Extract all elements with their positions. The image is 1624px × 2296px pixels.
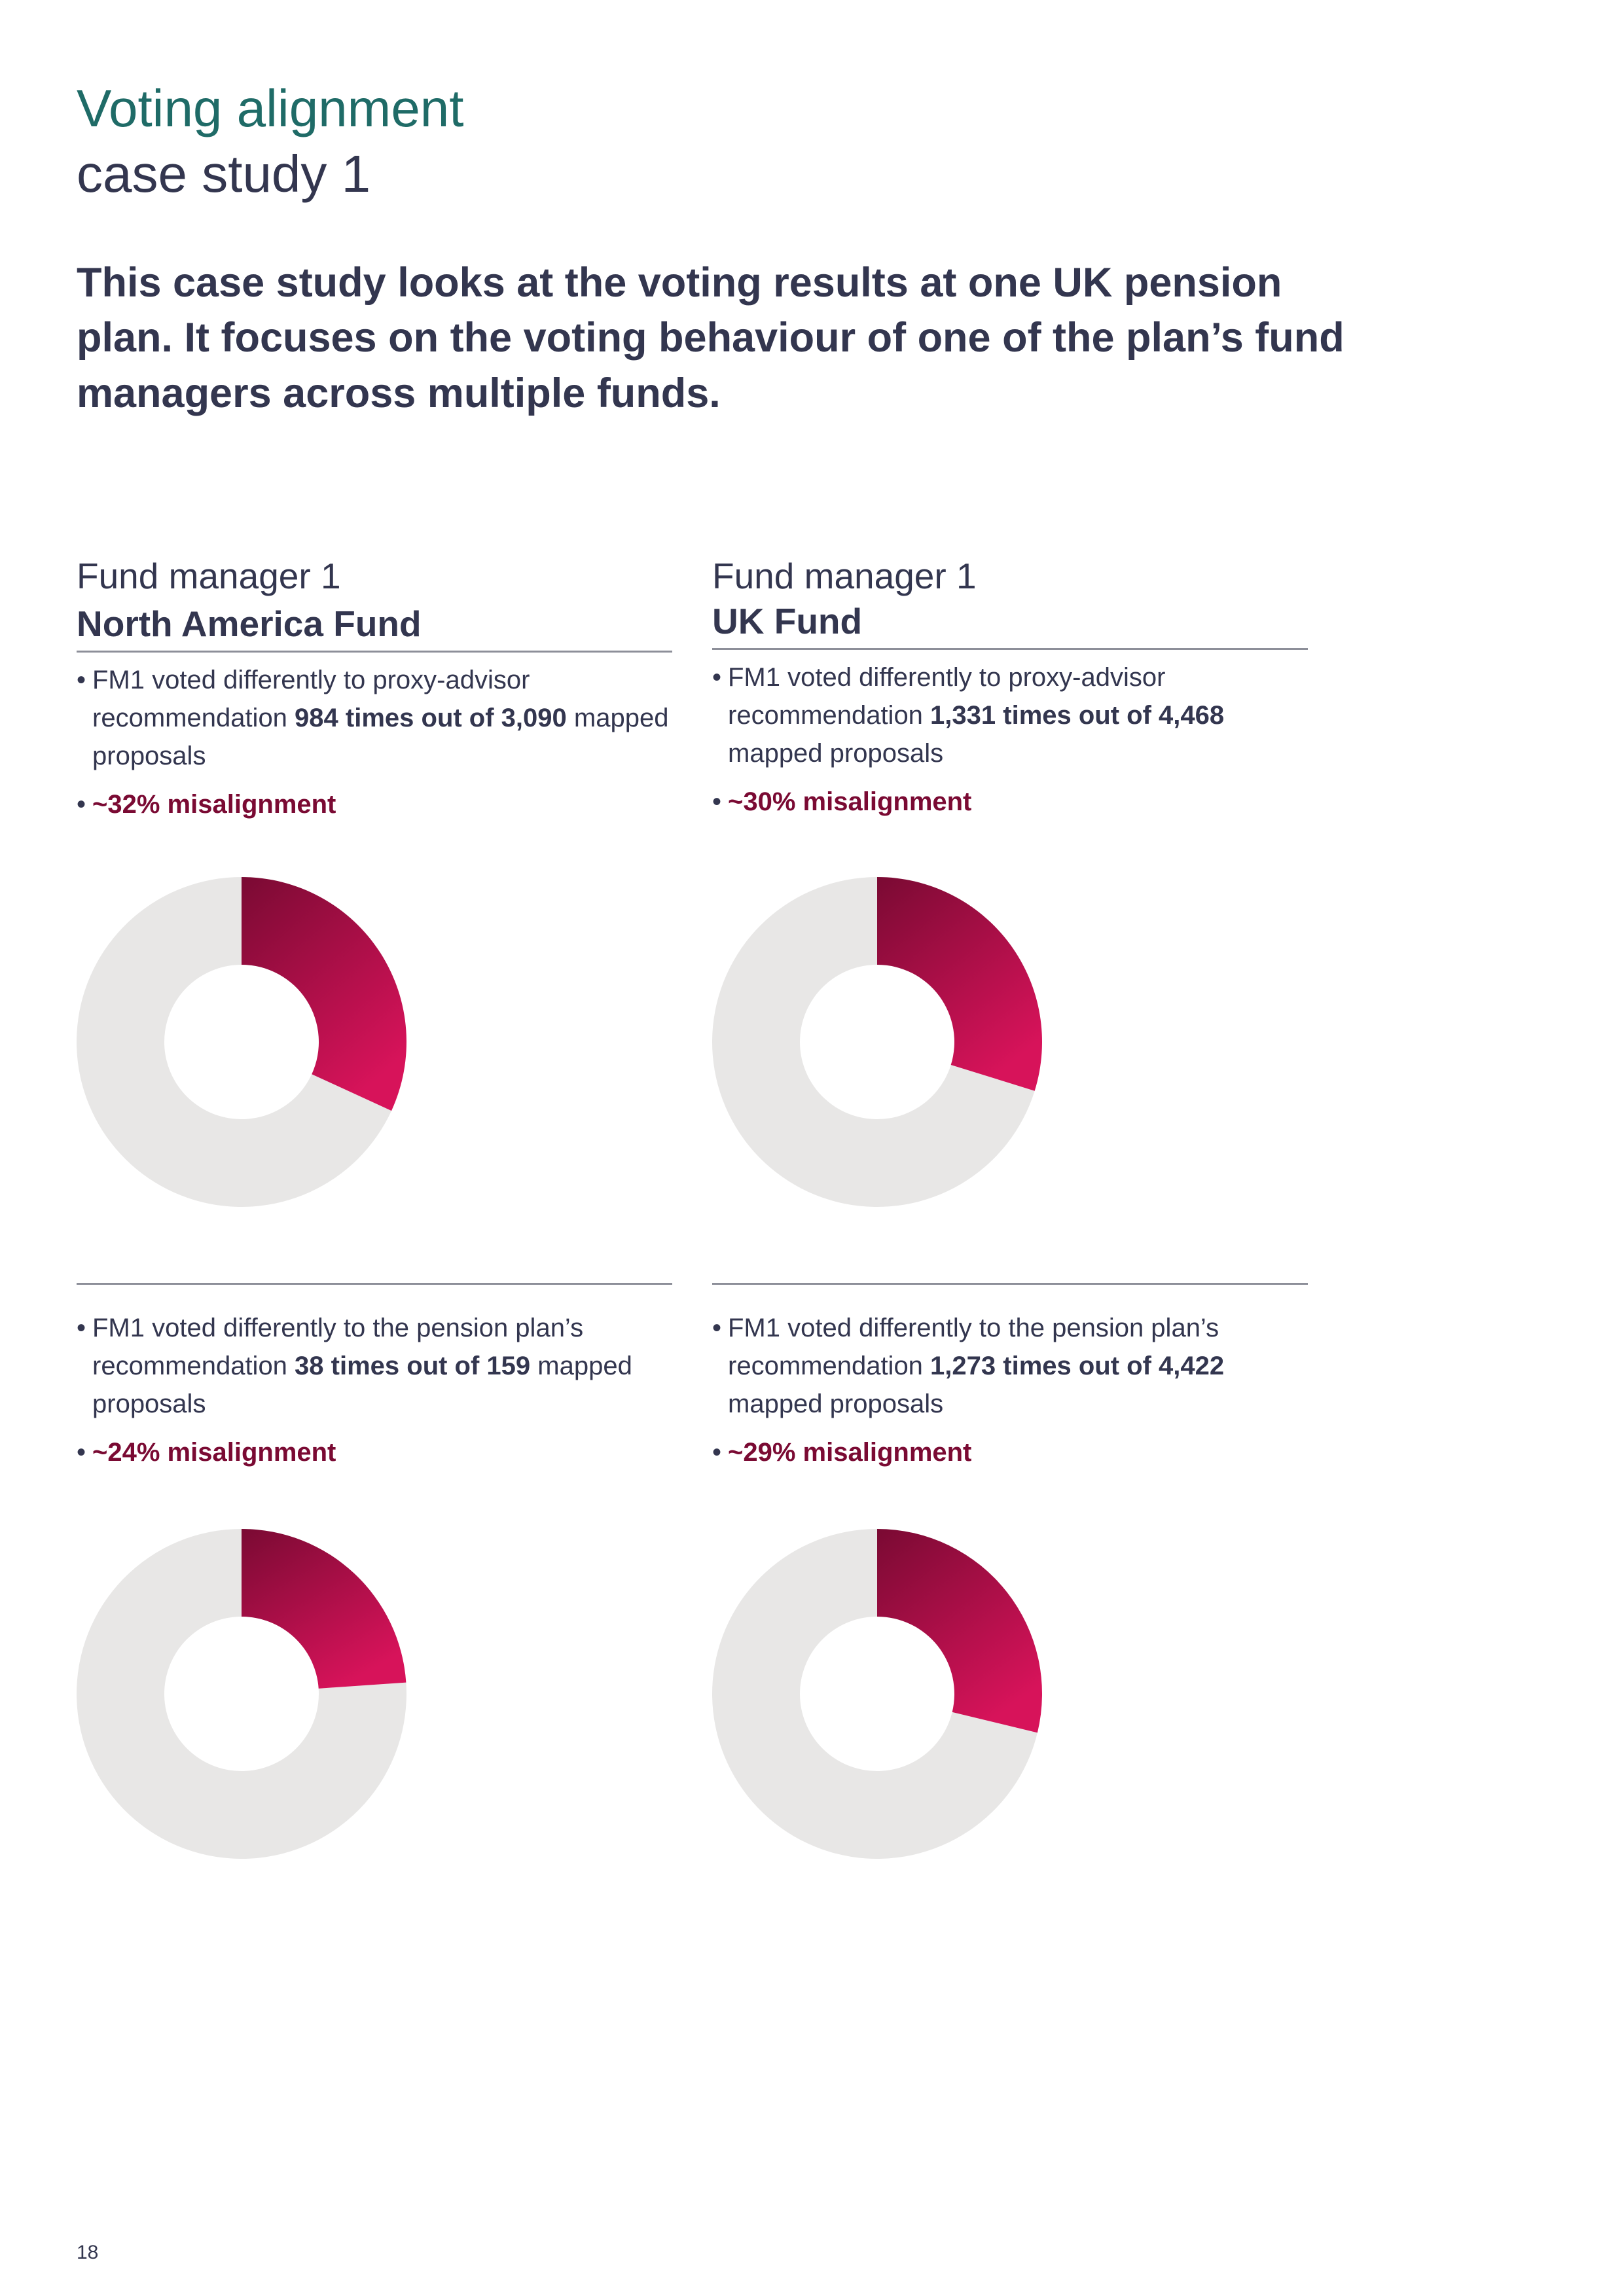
misaligned-slice: [242, 877, 406, 1111]
page-title: Voting alignment: [77, 79, 464, 137]
misaligned-slice: [877, 877, 1042, 1091]
misalignment-text: ~24% misalignment: [92, 1438, 336, 1467]
bullet-text-end: mapped proposals: [92, 1352, 632, 1418]
divider: [77, 1283, 672, 1285]
divider: [77, 651, 672, 653]
divider: [712, 648, 1308, 650]
bullet-text-end: mapped proposals: [728, 1390, 944, 1418]
proxy-advisor-bullet: • FM1 voted differently to proxy-advisor…: [77, 661, 669, 775]
bullet-text-end: mapped proposals: [728, 739, 944, 768]
bullet-count: 984 times out of 3,090: [295, 704, 567, 732]
bullet-text: FM1 voted differently to the pension pla…: [92, 1314, 584, 1380]
donut-chart-pension-uk: [712, 1529, 1042, 1859]
proxy-advisor-bullet: • FM1 voted differently to proxy-advisor…: [712, 658, 1305, 772]
misalignment-text: ~32% misalignment: [92, 790, 336, 819]
misalignment-value: • ~32% misalignment: [77, 790, 336, 819]
donut-chart-proxy-uk: [712, 877, 1042, 1207]
aligned-slice: [712, 1529, 1038, 1859]
fund-name: North America Fund: [77, 603, 422, 644]
bullet-dot: •: [77, 666, 86, 694]
misalignment-text: ~29% misalignment: [728, 1438, 972, 1467]
pension-plan-bullet: • FM1 voted differently to the pension p…: [712, 1309, 1305, 1423]
aligned-slice: [77, 877, 392, 1207]
bullet-count: 38 times out of 159: [295, 1352, 531, 1380]
bullet-dot: •: [712, 663, 722, 692]
misaligned-slice: [877, 1529, 1042, 1733]
bullet-dot: •: [712, 1314, 722, 1342]
misalignment-value: • ~30% misalignment: [712, 787, 972, 816]
bullet-dot: •: [77, 1314, 86, 1342]
misaligned-slice: [242, 1529, 406, 1689]
fund-name: UK Fund: [712, 601, 863, 641]
page-subtitle: case study 1: [77, 145, 371, 203]
misalignment-value: • ~24% misalignment: [77, 1438, 336, 1467]
bullet-count: 1,331 times out of 4,468: [930, 701, 1225, 730]
aligned-slice: [712, 877, 1035, 1207]
bullet-text: FM1 voted differently to proxy-advisor r…: [728, 663, 1166, 730]
misalignment-value: • ~29% misalignment: [712, 1438, 972, 1467]
intro-paragraph: This case study looks at the voting resu…: [77, 260, 1344, 416]
fund-manager-label: Fund manager 1: [77, 556, 341, 596]
donut-chart-pension-north-america: [77, 1529, 406, 1859]
aligned-slice: [77, 1529, 406, 1859]
bullet-text: FM1 voted differently to the pension pla…: [728, 1314, 1219, 1380]
bullet-text-end: mapped proposals: [92, 704, 669, 770]
pension-plan-bullet: • FM1 voted differently to the pension p…: [77, 1309, 669, 1423]
misalignment-text: ~30% misalignment: [728, 787, 972, 816]
fund-manager-label: Fund manager 1: [712, 556, 977, 596]
page-number: 18: [77, 2242, 99, 2263]
donut-chart-proxy-north-america: [77, 877, 406, 1207]
bullet-text: FM1 voted differently to proxy-advisor r…: [92, 666, 530, 732]
divider: [712, 1283, 1308, 1285]
bullet-count: 1,273 times out of 4,422: [930, 1352, 1225, 1380]
